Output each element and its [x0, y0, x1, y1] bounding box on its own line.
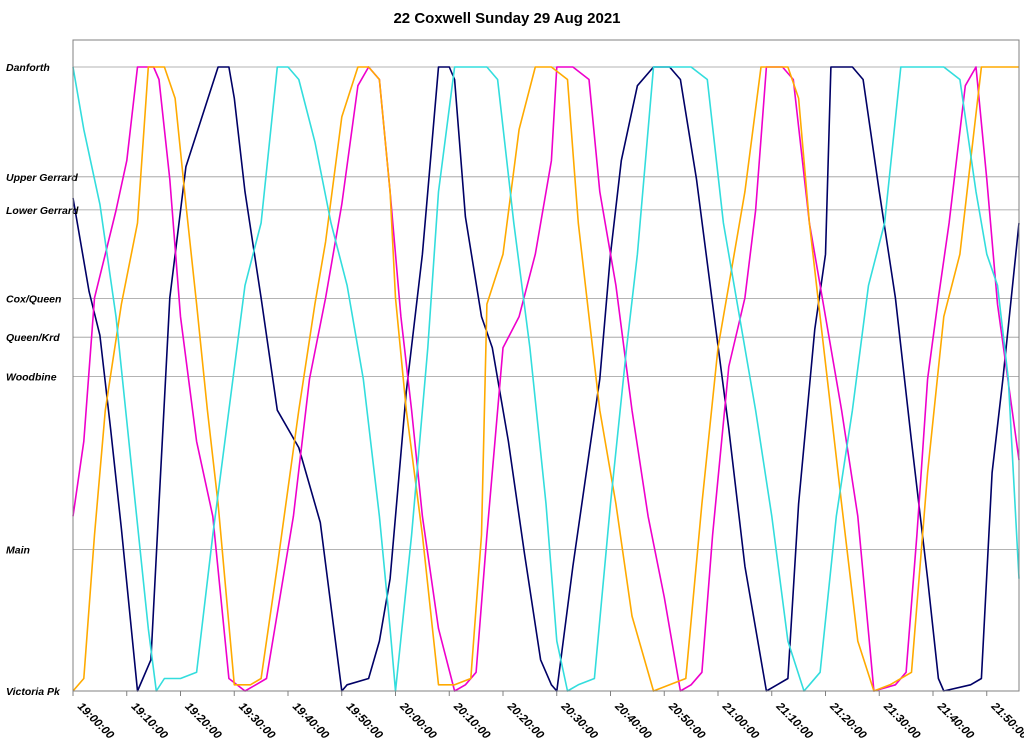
- x-tick-label: 21:00:00: [719, 700, 761, 742]
- x-tick-label: 20:20:00: [504, 700, 546, 742]
- x-tick-label: 20:10:00: [450, 700, 492, 742]
- series-line-3: [72, 66, 1020, 692]
- y-tick-label: Danforth: [6, 62, 50, 74]
- series-line-0: [72, 66, 1020, 692]
- y-tick-label: Victoria Pk: [6, 686, 61, 698]
- x-tick-label: 19:40:00: [290, 701, 331, 742]
- series-line-1: [72, 66, 1020, 692]
- x-tick-label: 20:00:00: [397, 700, 439, 742]
- x-tick-label: 21:30:00: [880, 700, 922, 742]
- x-axis-labels: 19:00:00 19:10:00 19:20:00 19:30:00 19:40:00…: [75, 700, 1024, 742]
- y-axis-labels: Danforth Upper Gerrard Lower Gerrard Cox/Qu…: [6, 62, 79, 698]
- x-tick-label: 19:30:00: [236, 701, 277, 742]
- y-tick-label: Woodbine: [6, 372, 57, 384]
- y-tick-label: Cox/Queen: [6, 294, 61, 306]
- x-tick-label: 19:20:00: [182, 701, 223, 742]
- x-tick-label: 19:00:00: [75, 701, 116, 742]
- series-lines: [72, 66, 1020, 692]
- y-tick-label: Upper Gerrard: [6, 172, 78, 184]
- y-tick-label: Queen/Krd: [6, 332, 60, 344]
- grid-lines: [72, 66, 1019, 696]
- x-tick-label: 20:50:00: [665, 700, 707, 742]
- x-tick-label: 20:40:00: [612, 700, 654, 742]
- x-tick-label: 21:10:00: [773, 700, 815, 742]
- series-line-2: [72, 66, 1019, 692]
- x-tick-label: 19:10:00: [129, 701, 170, 742]
- x-tick-label: 21:20:00: [827, 700, 869, 742]
- plot-frame: [72, 39, 1020, 692]
- x-tick-label: 21:40:00: [934, 700, 976, 742]
- x-tick-label: 21:50:00: [988, 700, 1024, 742]
- y-tick-label: Lower Gerrard: [6, 205, 79, 217]
- x-tick-label: 19:50:00: [344, 701, 385, 742]
- y-tick-label: Main: [6, 544, 30, 556]
- chart-title: 22 Coxwell Sunday 29 Aug 2021: [393, 10, 620, 27]
- x-tick-label: 20:30:00: [558, 700, 600, 742]
